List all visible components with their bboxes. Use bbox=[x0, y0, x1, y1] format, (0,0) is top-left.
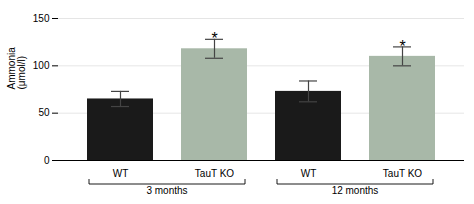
svg-text:Ammonia(μmol/l): Ammonia(μmol/l) bbox=[6, 47, 27, 90]
svg-text:100: 100 bbox=[33, 60, 50, 71]
svg-text:TauT KO: TauT KO bbox=[383, 168, 422, 179]
svg-text:*: * bbox=[399, 38, 405, 55]
svg-text:12 months: 12 months bbox=[332, 185, 379, 196]
svg-text:*: * bbox=[211, 30, 217, 47]
svg-text:3 months: 3 months bbox=[146, 185, 187, 196]
svg-text:50: 50 bbox=[38, 107, 50, 118]
svg-text:WT: WT bbox=[113, 168, 129, 179]
svg-text:WT: WT bbox=[301, 168, 317, 179]
svg-text:150: 150 bbox=[33, 13, 50, 24]
svg-text:TauT KO: TauT KO bbox=[195, 168, 234, 179]
svg-text:0: 0 bbox=[44, 155, 50, 166]
